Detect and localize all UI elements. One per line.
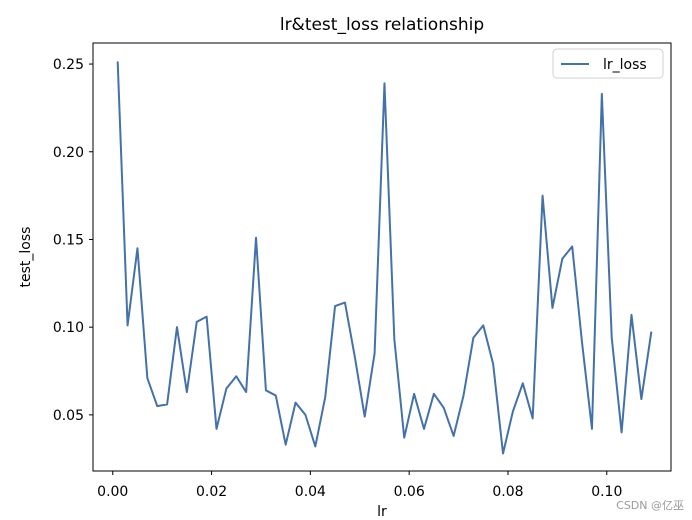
data-point [166,403,168,405]
data-point [502,452,504,454]
data-point [591,428,593,430]
data-point [452,435,454,437]
data-point [265,389,267,391]
x-tick-label: 0.10 [591,484,622,500]
x-tick-label: 0.00 [97,484,128,500]
data-point [541,194,543,196]
data-point [344,301,346,303]
data-point [413,393,415,395]
data-point [156,405,158,407]
data-point [186,391,188,393]
data-point [324,396,326,398]
series-layer [116,61,653,455]
data-point [423,428,425,430]
legend: lr_loss [552,48,664,79]
data-point [294,401,296,403]
data-point [196,321,198,323]
data-point [235,375,237,377]
y-tick-label: 0.05 [53,408,84,424]
data-point [284,443,286,445]
y-tick-label: 0.10 [53,320,84,336]
x-tick-label: 0.04 [295,484,326,500]
y-tick-label: 0.20 [53,145,84,161]
data-point [146,377,148,379]
data-point [373,352,375,354]
data-point [314,445,316,447]
x-axis: 0.00 0.02 0.04 0.06 0.08 0.10 [97,471,622,500]
data-point [650,331,652,333]
x-tick-label: 0.08 [492,484,523,500]
data-point [443,407,445,409]
data-point [225,387,227,389]
data-point [482,324,484,326]
y-tick-label: 0.15 [53,232,84,248]
data-point [611,336,613,338]
plot-area: 0.00 0.02 0.04 0.06 0.08 0.10 0.05 0.10 0.15 0.2… [53,42,672,500]
data-point [393,338,395,340]
data-point [205,315,207,317]
data-point [571,245,573,247]
data-point [462,394,464,396]
data-point [601,93,603,95]
data-point [117,61,119,63]
data-point [640,398,642,400]
y-axis-label: test_loss [18,227,34,288]
x-tick-label: 0.06 [394,484,425,500]
data-point [275,394,277,396]
data-point [433,393,435,395]
data-point [620,431,622,433]
data-point [334,305,336,307]
legend-box [552,48,664,79]
data-point [512,410,514,412]
y-axis: 0.05 0.10 0.15 0.20 0.25 [53,57,93,424]
axes-frame [92,42,672,472]
data-point [403,436,405,438]
data-point [126,324,128,326]
data-point [383,82,385,84]
data-point [531,417,533,419]
data-point [522,382,524,384]
data-point [354,356,356,358]
data-point [304,414,306,416]
data-point [255,237,257,239]
data-point [176,326,178,328]
data-point [561,258,563,260]
data-point [136,247,138,249]
x-tick-label: 0.02 [196,484,227,500]
x-axis-label: lr [377,504,387,520]
data-point [630,314,632,316]
data-point [551,307,553,309]
data-point [245,391,247,393]
chart-title: lr&test_loss relationship [280,15,484,35]
data-point [364,415,366,417]
watermark: CSDN @亿巫 [616,499,684,512]
data-point [472,336,474,338]
series-line-lr-loss [116,61,653,455]
data-point [492,363,494,365]
legend-label-lr-loss: lr_loss [603,57,647,73]
data-point [215,428,217,430]
data-point [581,342,583,344]
y-tick-label: 0.25 [53,57,84,73]
